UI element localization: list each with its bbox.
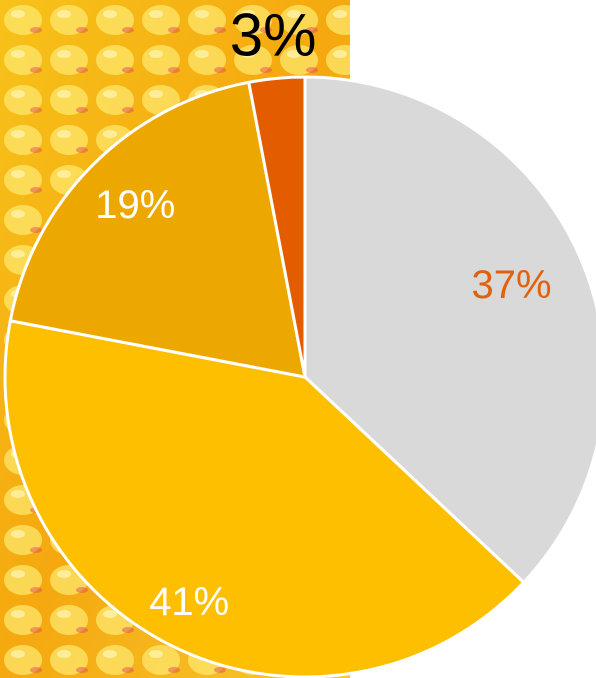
data-label: 19%: [95, 183, 175, 227]
data-label: 41%: [149, 580, 229, 624]
pie-slice: [3, 319, 526, 678]
pie-slice: [8, 80, 307, 379]
pie-slice: [247, 75, 307, 379]
data-label: 37%: [471, 263, 551, 307]
data-label: 3%: [230, 1, 317, 68]
pie-slice: [303, 75, 596, 584]
pie: [3, 75, 596, 678]
data-labels: 37% 41% 19% 3%: [95, 1, 551, 623]
